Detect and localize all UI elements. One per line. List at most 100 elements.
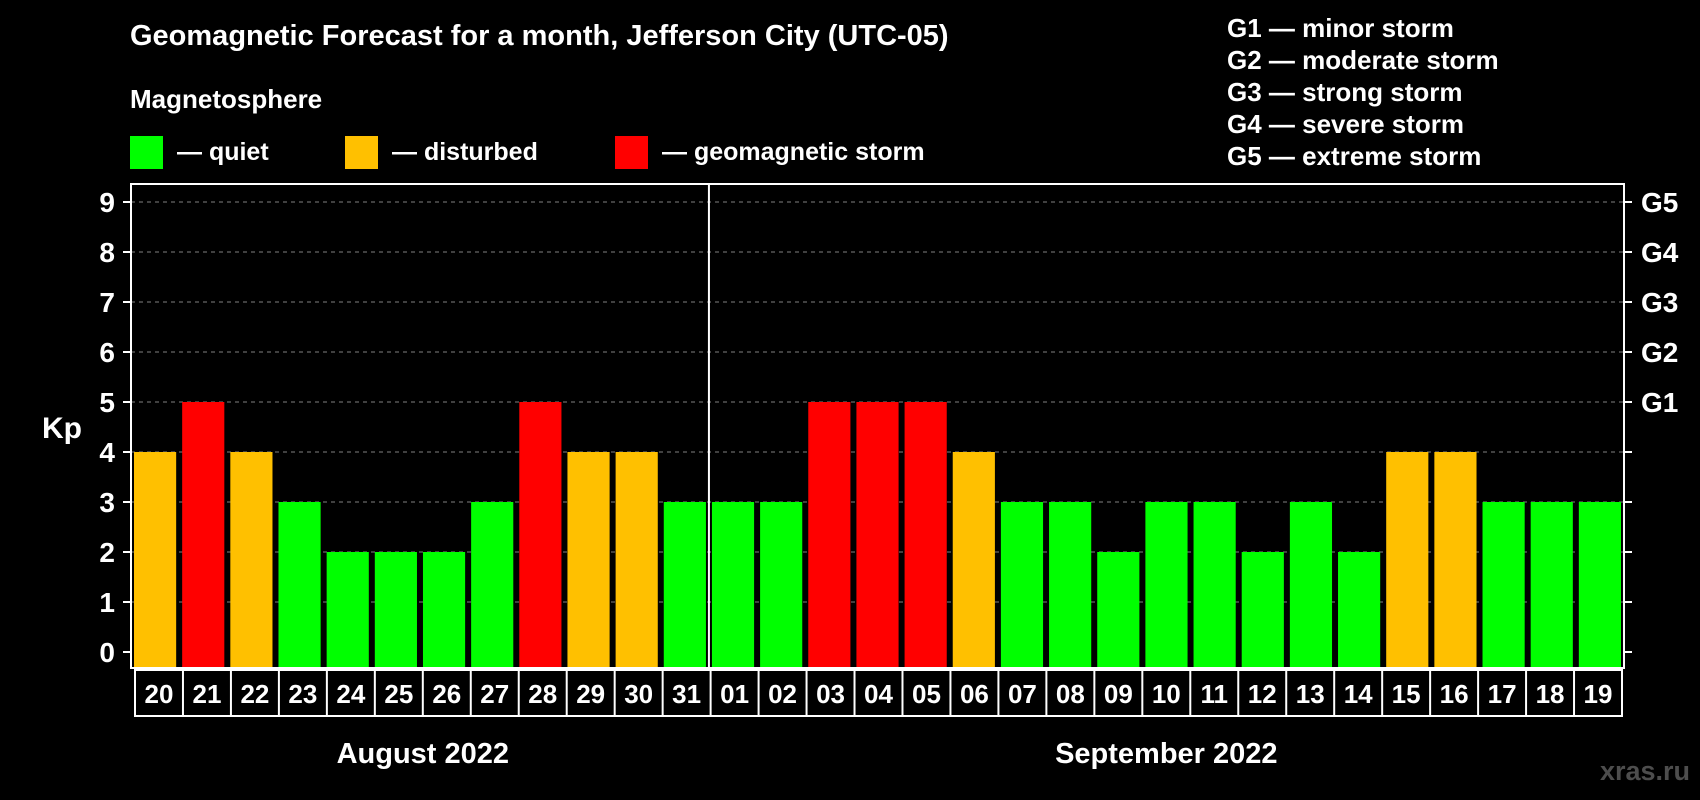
kp-bar [1000,502,1044,668]
kp-bar [1289,502,1333,668]
g-scale-legend: G1 — minor storm G2 — moderate storm G3 … [1227,12,1499,172]
date-label: 07 [1008,679,1037,709]
kp-bar [663,502,706,668]
date-label: 19 [1584,679,1613,709]
g-scale-item: G2 — moderate storm [1227,45,1499,75]
kp-bar [278,502,321,668]
kp-bar [1241,552,1284,668]
kp-bar [567,452,610,668]
legend-disturbed-swatch [345,135,378,169]
kp-bar [1482,502,1525,668]
y-tick-label: 4 [99,437,115,468]
g-tick-label: G2 [1641,337,1678,368]
kp-bar [904,402,947,668]
kp-bar [760,502,803,668]
y-tick-label: 5 [99,387,115,418]
legend-disturbed-label: — disturbed [392,137,538,166]
kp-bar [1338,552,1381,668]
y-tick-label: 0 [99,637,115,668]
date-label: 17 [1488,679,1517,709]
date-label: 06 [960,679,989,709]
legend-quiet-swatch [130,135,163,169]
date-label: 27 [480,679,509,709]
kp-bar [182,402,225,668]
date-label: 23 [288,679,317,709]
date-label: 04 [864,679,893,709]
date-label: 01 [720,679,749,709]
legend-quiet: — quiet [130,135,269,169]
date-label: 08 [1056,679,1085,709]
y-axis-label: Kp [42,412,82,445]
kp-bar [1193,502,1236,668]
month-label: September 2022 [1055,738,1277,770]
g-scale-item: G3 — strong storm [1227,77,1463,107]
y-tick-label: 2 [99,537,115,568]
y-tick-label: 6 [99,337,115,368]
date-label: 30 [624,679,653,709]
kp-bar [1434,452,1477,668]
date-label: 31 [672,679,701,709]
kp-bar [422,552,466,668]
date-label: 28 [528,679,557,709]
month-label: August 2022 [337,738,509,770]
date-label: 09 [1104,679,1133,709]
date-label: 18 [1536,679,1565,709]
date-label: 03 [816,679,845,709]
g-scale-item: G4 — severe storm [1227,109,1465,139]
legend-quiet-label: — quiet [177,137,269,166]
kp-bar [230,452,273,668]
kp-bar [808,402,851,668]
date-label: 13 [1296,679,1325,709]
kp-bar [374,552,417,668]
y-tick-label: 3 [99,487,115,518]
legend-disturbed: — disturbed [345,135,538,169]
kp-bar [1386,452,1429,668]
chart-title: Geomagnetic Forecast for a month, Jeffer… [130,20,949,52]
g-tick-label: G4 [1641,237,1679,268]
date-label: 24 [336,679,365,709]
y-tick-label: 9 [99,187,115,218]
g-scale-item: G1 — minor storm [1227,13,1454,43]
kp-bar [471,502,514,668]
date-label: 10 [1152,679,1181,709]
g-scale-item: G5 — extreme storm [1227,141,1482,171]
kp-bar [1578,502,1621,668]
kp-bar [952,452,995,668]
kp-bar [711,502,755,668]
date-label: 14 [1344,679,1373,709]
date-label: 16 [1440,679,1469,709]
date-label: 20 [145,679,174,709]
kp-bar [1145,502,1188,668]
kp-bar [134,452,177,668]
kp-bar [615,452,658,668]
y-tick-label: 7 [99,287,115,318]
y-tick-label: 8 [99,237,115,268]
g-tick-label: G5 [1641,187,1678,218]
date-row [134,669,1623,717]
g-tick-label: G3 [1641,287,1678,318]
kp-bar [1530,502,1573,668]
date-label: 15 [1392,679,1421,709]
plot-frame [130,183,1625,669]
watermark: xras.ru [1599,756,1690,786]
magnetosphere-heading: Magnetosphere [130,84,323,114]
y-tick-label: 1 [99,587,115,618]
kp-bar [1049,502,1092,668]
date-label: 29 [576,679,605,709]
date-label: 05 [912,679,941,709]
kp-bar [856,402,899,668]
legend-storm-label: — geomagnetic storm [662,137,925,166]
date-label: 12 [1248,679,1277,709]
g-tick-label: G1 [1641,387,1678,418]
date-label: 02 [768,679,797,709]
date-label: 22 [240,679,269,709]
legend-storm-swatch [615,135,648,169]
date-label: 11 [1201,679,1229,709]
kp-bar [326,552,369,668]
date-label: 25 [384,679,413,709]
kp-bar [519,402,562,668]
date-label: 21 [192,679,221,709]
legend-storm: — geomagnetic storm [615,135,925,169]
kp-bar [1097,552,1140,668]
